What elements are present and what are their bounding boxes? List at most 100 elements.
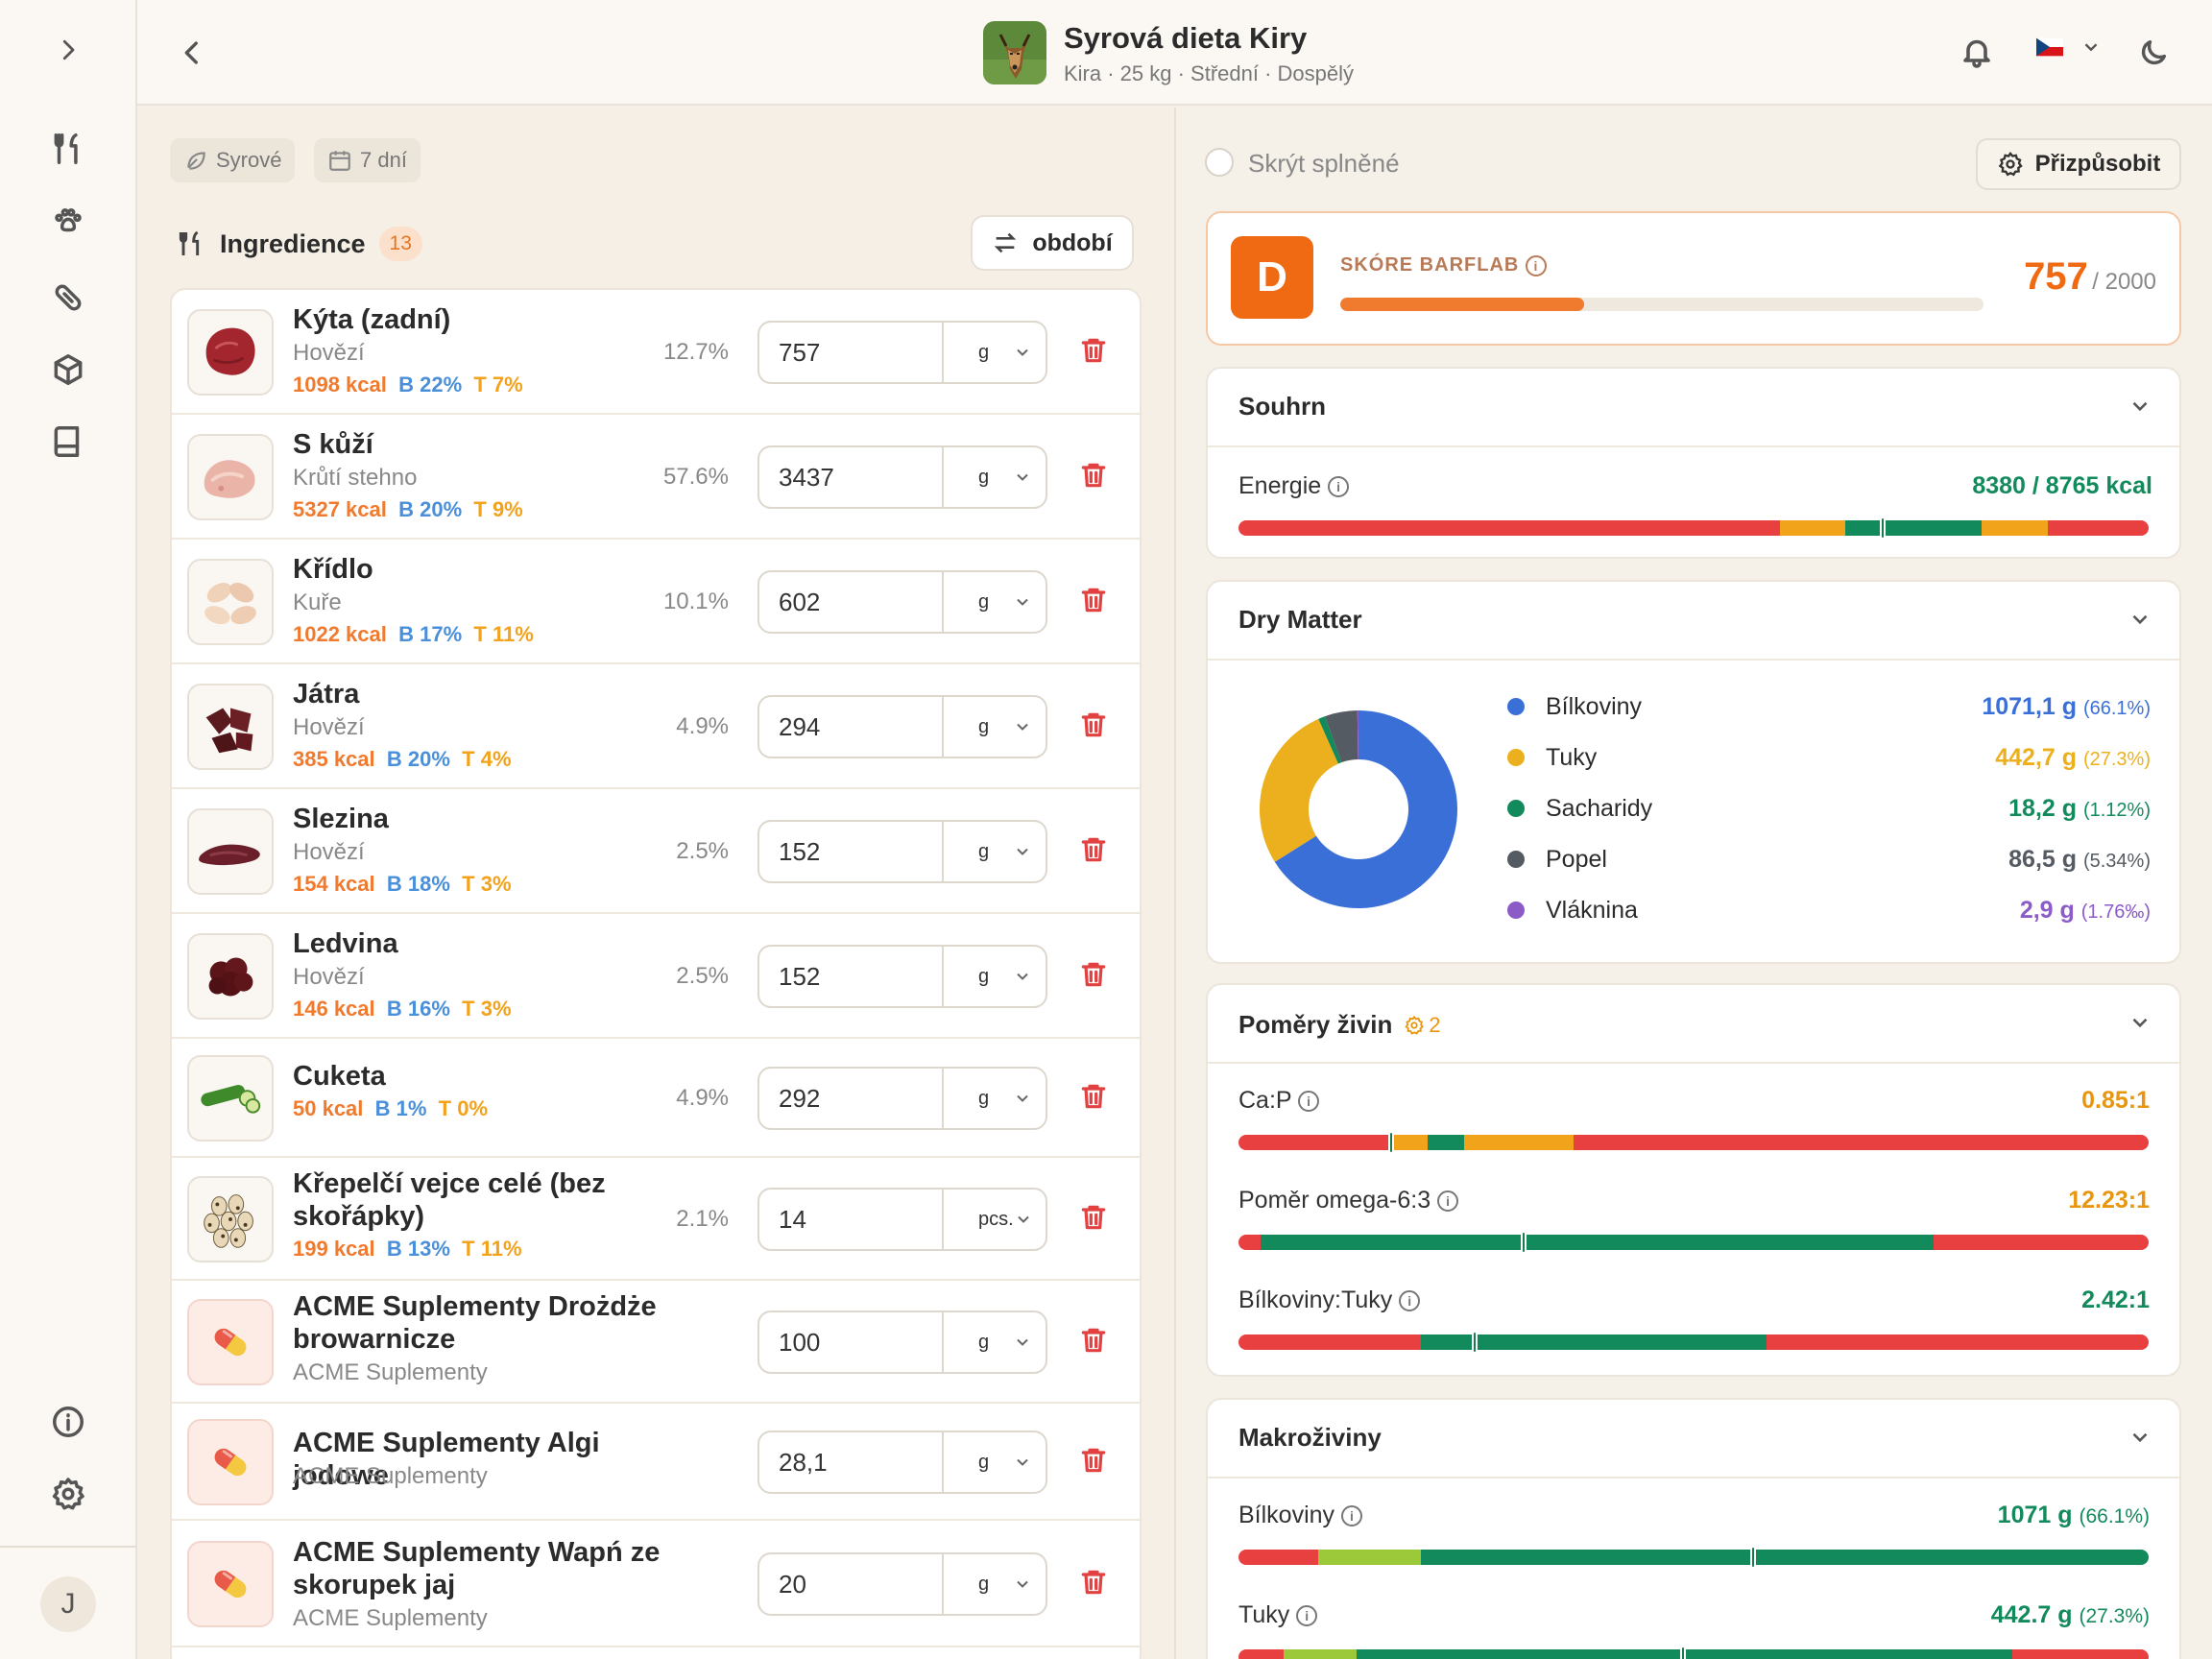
unit-select[interactable]: g bbox=[944, 1332, 1046, 1354]
diet-type-chip[interactable]: Syrové bbox=[170, 138, 296, 182]
language-selector[interactable] bbox=[2036, 36, 2102, 58]
quantity-field[interactable]: 100 g bbox=[757, 1310, 1047, 1374]
legend-value: 442,7 g (27.3%) bbox=[1995, 743, 2151, 771]
unit-select[interactable]: g bbox=[944, 841, 1046, 863]
delete-trash-icon[interactable] bbox=[1078, 1202, 1113, 1237]
quantity-field[interactable]: 152 g bbox=[757, 945, 1047, 1008]
quantity-field[interactable]: 602 g bbox=[757, 570, 1047, 634]
user-avatar[interactable]: J bbox=[40, 1576, 96, 1632]
period-chip[interactable]: 7 dní bbox=[314, 138, 421, 182]
unit-label: g bbox=[978, 1451, 990, 1473]
ingredients-title: Ingredience bbox=[220, 228, 366, 258]
hide-done-checkbox[interactable] bbox=[1205, 148, 1234, 177]
quantity-field[interactable]: 20 g bbox=[757, 1552, 1047, 1616]
dark-mode-moon-icon[interactable] bbox=[2137, 36, 2170, 74]
quantity-input[interactable]: 292 bbox=[759, 1069, 944, 1128]
ingredient-row[interactable]: Kýta (zadní) Hovězí 1098 kcal B 22% T 7% 12… bbox=[172, 290, 1140, 415]
info-icon[interactable]: i bbox=[1437, 1190, 1459, 1213]
quantity-field[interactable]: 3437 g bbox=[757, 445, 1047, 509]
quantity-field[interactable]: 152 g bbox=[757, 820, 1047, 883]
delete-trash-icon[interactable] bbox=[1078, 1445, 1113, 1479]
legend-value: 18,2 g (1.12%) bbox=[2008, 794, 2151, 822]
box-icon[interactable] bbox=[44, 346, 92, 394]
paw-icon[interactable] bbox=[44, 197, 92, 245]
ingredient-row[interactable]: ACME Suplementy Algi jodowe ACME Suplemen… bbox=[172, 1404, 1140, 1521]
delete-trash-icon[interactable] bbox=[1078, 1567, 1113, 1601]
ingredient-name: Játra bbox=[293, 679, 360, 709]
ingredient-row[interactable]: ACME Suplementy Wapń ze skorupek jaj ACME… bbox=[172, 1521, 1140, 1647]
expand-sidebar-chevron-icon[interactable] bbox=[44, 26, 92, 74]
energy-value: 8380 / 8765 kcal bbox=[1972, 472, 2152, 499]
fork-knife-icon[interactable] bbox=[44, 125, 92, 173]
ingredient-row[interactable]: Cuketa 50 kcal B 1% T 0% 4.9% 292 g bbox=[172, 1039, 1140, 1158]
delete-trash-icon[interactable] bbox=[1078, 834, 1113, 869]
quantity-input[interactable]: 14 bbox=[759, 1190, 944, 1249]
info-icon[interactable] bbox=[44, 1398, 92, 1446]
back-chevron-icon[interactable] bbox=[176, 36, 208, 74]
delete-trash-icon[interactable] bbox=[1078, 1325, 1113, 1359]
delete-trash-icon[interactable] bbox=[1078, 335, 1113, 370]
ingredient-row[interactable]: Slezina Hovězí 154 kcal B 18% T 3% 2.5% 152 g bbox=[172, 789, 1140, 914]
ingredient-row[interactable]: Játra Hovězí 385 kcal B 20% T 4% 4.9% 294 g bbox=[172, 664, 1140, 789]
fat-value: T 3% bbox=[462, 997, 512, 1021]
delete-trash-icon[interactable] bbox=[1078, 460, 1113, 494]
ratio-marker bbox=[1472, 1331, 1479, 1354]
unit-select[interactable]: g bbox=[944, 1452, 1046, 1474]
ingredient-row[interactable]: ACME Suplementy Drożdże browarnicze ACME … bbox=[172, 1281, 1140, 1404]
unit-select[interactable]: g bbox=[944, 716, 1046, 738]
quantity-input[interactable]: 100 bbox=[759, 1312, 944, 1372]
ingredient-row[interactable]: Ledvina Hovězí 146 kcal B 16% T 3% 2.5% 152 g bbox=[172, 914, 1140, 1039]
unit-select[interactable]: g bbox=[944, 467, 1046, 489]
unit-select[interactable]: g bbox=[944, 1574, 1046, 1596]
donut-slice-popel bbox=[1325, 710, 1358, 763]
ingredient-row[interactable]: S kůží Krůtí stehno 5327 kcal B 20% T 9% 57… bbox=[172, 415, 1140, 540]
unit-label: pcs. bbox=[978, 1208, 1014, 1230]
settings-gear-icon[interactable] bbox=[44, 1470, 92, 1518]
ingredient-source: Kuře bbox=[293, 589, 342, 615]
quantity-field[interactable]: 757 g bbox=[757, 321, 1047, 384]
info-icon[interactable]: i bbox=[1298, 1091, 1320, 1113]
delete-trash-icon[interactable] bbox=[1078, 959, 1113, 994]
quantity-input[interactable]: 757 bbox=[759, 323, 944, 382]
kcal-value: 146 kcal bbox=[293, 997, 375, 1021]
quantity-field[interactable]: 294 g bbox=[757, 695, 1047, 758]
unit-select[interactable]: g bbox=[944, 591, 1046, 613]
quantity-field[interactable]: 14 pcs. bbox=[757, 1188, 1047, 1251]
notifications-bell-icon[interactable] bbox=[1960, 35, 1994, 74]
collapse-chevron-icon[interactable] bbox=[2128, 394, 2152, 423]
pill-icon[interactable] bbox=[44, 274, 92, 322]
collapse-chevron-icon[interactable] bbox=[2128, 607, 2152, 637]
ingredient-source: ACME Suplementy bbox=[293, 1463, 488, 1489]
quantity-input[interactable]: 294 bbox=[759, 697, 944, 757]
unit-select[interactable]: pcs. bbox=[944, 1209, 1046, 1231]
ingredient-row[interactable]: Křepelčí vejce celé (bez skořápky) 199 kc… bbox=[172, 1158, 1140, 1281]
unit-select[interactable]: g bbox=[944, 1088, 1046, 1110]
customize-button[interactable]: Přizpůsobit bbox=[1976, 138, 2181, 190]
unit-label: g bbox=[978, 840, 990, 862]
collapse-chevron-icon[interactable] bbox=[2128, 1425, 2152, 1455]
info-icon[interactable]: i bbox=[1399, 1290, 1421, 1312]
info-icon[interactable]: i bbox=[1341, 1505, 1362, 1527]
delete-trash-icon[interactable] bbox=[1078, 709, 1113, 744]
quantity-input[interactable]: 3437 bbox=[759, 447, 944, 507]
quantity-input[interactable]: 152 bbox=[759, 947, 944, 1006]
ingredient-row[interactable]: Křídlo Kuře 1022 kcal B 17% T 11% 10.1% 602 g bbox=[172, 540, 1140, 664]
quantity-field[interactable]: 28,1 g bbox=[757, 1431, 1047, 1494]
quantity-field[interactable]: 292 g bbox=[757, 1067, 1047, 1130]
delete-trash-icon[interactable] bbox=[1078, 585, 1113, 619]
info-icon[interactable]: i bbox=[1525, 254, 1547, 276]
book-icon[interactable] bbox=[44, 418, 92, 466]
info-icon[interactable]: i bbox=[1328, 476, 1350, 498]
info-icon[interactable]: i bbox=[1296, 1605, 1318, 1627]
unit-select[interactable]: g bbox=[944, 966, 1046, 988]
quantity-input[interactable]: 602 bbox=[759, 572, 944, 632]
fat-value: T 11% bbox=[473, 622, 534, 646]
unit-select[interactable]: g bbox=[944, 342, 1046, 364]
quantity-input[interactable]: 28,1 bbox=[759, 1432, 944, 1492]
delete-trash-icon[interactable] bbox=[1078, 1081, 1113, 1116]
collapse-chevron-icon[interactable] bbox=[2128, 1010, 2152, 1040]
period-toggle-button[interactable]: období bbox=[971, 215, 1134, 271]
ingredient-percentage: 4.9% bbox=[676, 1085, 729, 1111]
quantity-input[interactable]: 152 bbox=[759, 822, 944, 881]
quantity-input[interactable]: 20 bbox=[759, 1554, 944, 1614]
